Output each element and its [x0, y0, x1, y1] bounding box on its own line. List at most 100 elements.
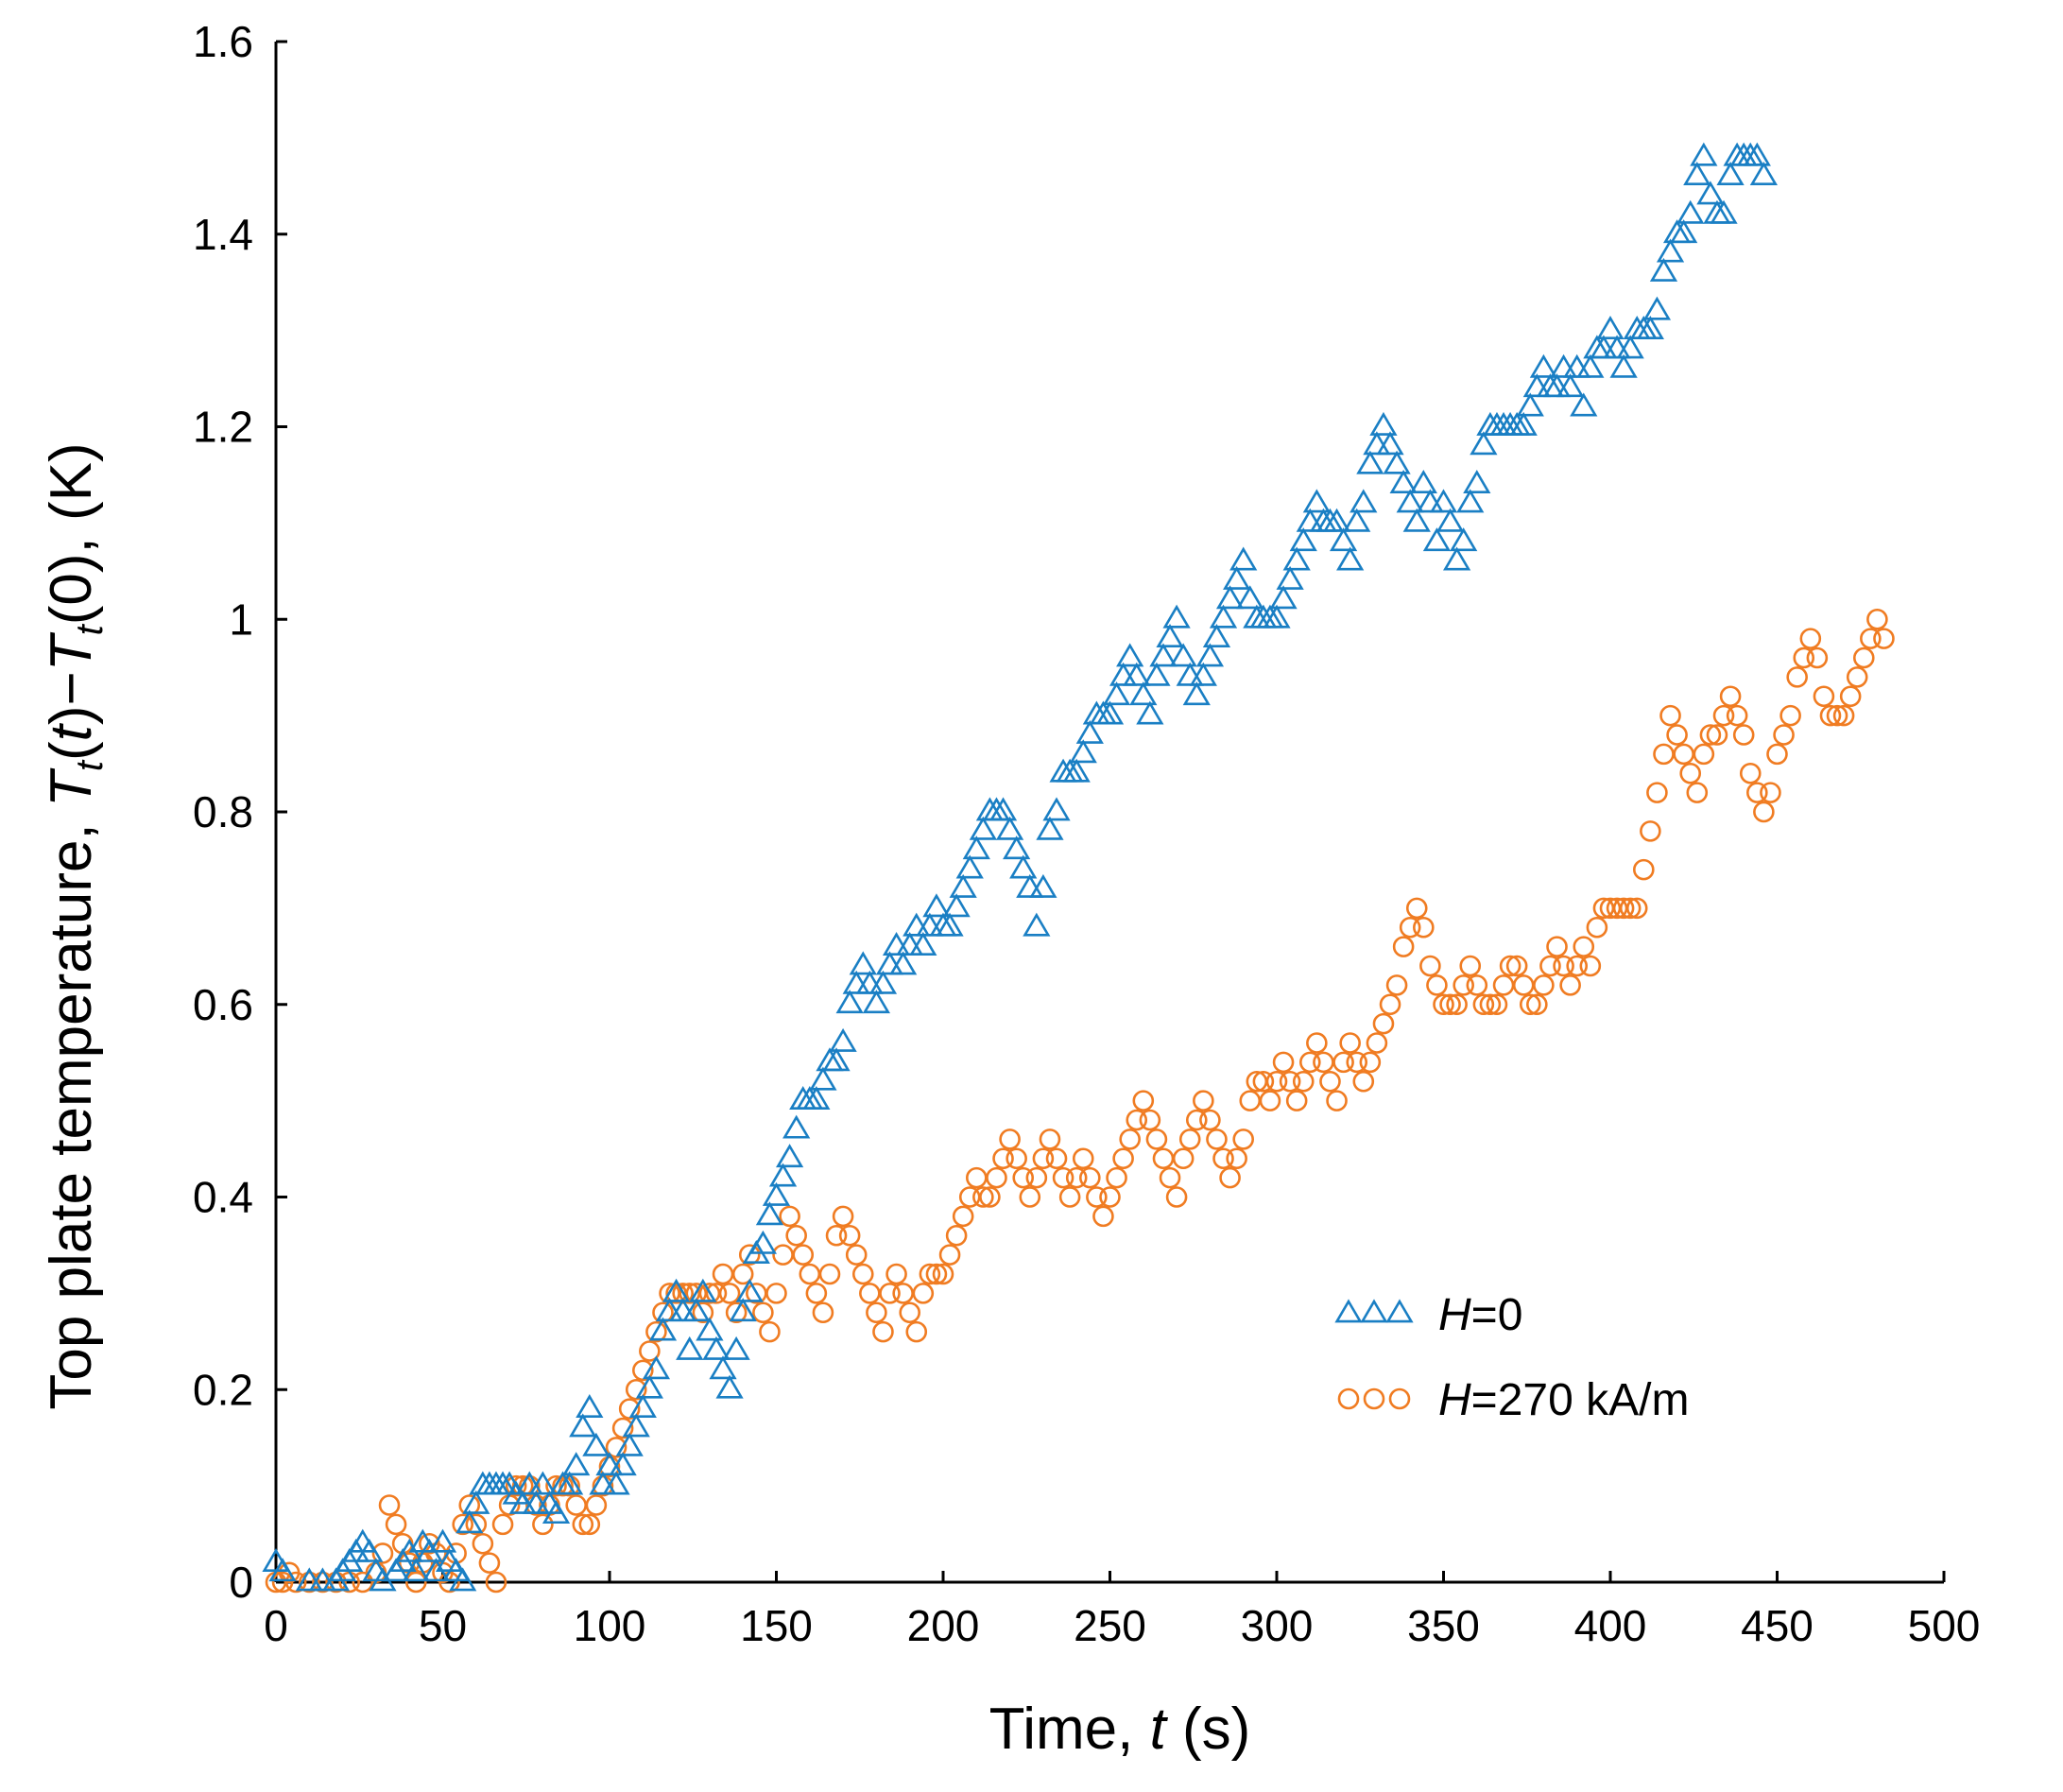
h0-point	[696, 1317, 724, 1341]
h270-point	[1732, 724, 1755, 746]
y-tick-label: 1	[229, 594, 253, 644]
legend-marker	[1334, 1299, 1363, 1323]
h0-point	[1282, 546, 1311, 571]
h270-point	[1726, 704, 1748, 727]
h0-point	[1229, 546, 1258, 571]
h0-point	[1676, 199, 1705, 224]
h270-point	[1619, 897, 1642, 920]
h270-point	[578, 1513, 601, 1536]
h0-point	[355, 1538, 384, 1562]
h0-point	[949, 873, 977, 898]
h0-point	[1336, 546, 1365, 571]
h0-point	[809, 1066, 837, 1091]
h0-point	[268, 1558, 297, 1582]
h0-point	[955, 854, 984, 879]
h270-point	[986, 1166, 1007, 1189]
h270-point	[1686, 782, 1709, 803]
h0-point	[889, 951, 918, 975]
h270-point	[1045, 1147, 1068, 1170]
y-tick-label: 0.6	[193, 980, 253, 1029]
h270-point	[1032, 1147, 1055, 1170]
h270-point	[705, 1283, 728, 1304]
h0-point	[1603, 335, 1631, 359]
h0-point	[689, 1278, 717, 1302]
h270-point	[792, 1244, 815, 1266]
h0-point	[1209, 604, 1238, 629]
legend-label: H=270 kA/m	[1438, 1375, 1689, 1425]
h0-point	[936, 912, 964, 937]
h270-point	[1486, 993, 1508, 1016]
h270-point	[672, 1283, 694, 1304]
legend-marker	[1385, 1299, 1414, 1323]
h0-point	[709, 1355, 737, 1380]
h0-point	[628, 1394, 657, 1418]
h0-point	[1162, 604, 1191, 629]
h270-point	[645, 1320, 667, 1343]
h0-point	[969, 816, 997, 840]
h270-point	[298, 1571, 320, 1594]
h0-point	[1102, 681, 1131, 706]
h270-point	[1058, 1186, 1081, 1208]
h270-point	[1339, 1032, 1361, 1054]
h270-point	[892, 1283, 914, 1304]
h270-point	[1813, 685, 1835, 708]
h270-point	[378, 1494, 401, 1516]
x-tick-label: 500	[1908, 1601, 1981, 1650]
h270-point	[1786, 666, 1808, 688]
h270-point	[1586, 916, 1608, 939]
h0-point	[922, 893, 951, 918]
h0-point	[682, 1298, 711, 1322]
axes: 0 50 100 150 200 250 300 350 400 450 500 0 0.2 0.4 0.6…	[193, 17, 1980, 1650]
h270-point	[919, 1263, 941, 1285]
h0-point	[1529, 353, 1558, 378]
h0-point	[909, 932, 937, 956]
h270-point	[1092, 1205, 1114, 1228]
h0-point	[1109, 662, 1138, 686]
h270-point	[785, 1224, 807, 1247]
h270-point	[592, 1474, 614, 1497]
y-tick-label: 1.6	[193, 17, 253, 66]
h0-point	[1143, 662, 1171, 686]
h270-point	[1152, 1147, 1175, 1170]
h270-point	[772, 1244, 794, 1266]
h270-point	[1159, 1166, 1181, 1189]
h270-point	[1413, 916, 1435, 939]
x-tick-label: 350	[1407, 1601, 1480, 1650]
h0-point	[1042, 797, 1071, 821]
h0-point	[1016, 873, 1044, 898]
h0-point	[1389, 470, 1418, 493]
h270-point	[518, 1474, 541, 1497]
h0-point	[755, 1201, 784, 1226]
h270-point	[825, 1224, 848, 1247]
h270-point	[1579, 955, 1602, 977]
h0-point	[875, 951, 904, 975]
h270-point	[952, 1205, 974, 1228]
h0-point	[715, 1374, 744, 1399]
h0-point	[1269, 585, 1298, 610]
h0-point	[829, 1027, 857, 1052]
h270-point	[972, 1186, 994, 1208]
h0-point	[916, 912, 944, 937]
h0-point	[1003, 836, 1031, 860]
h270-point	[912, 1283, 935, 1304]
h0-point	[428, 1528, 457, 1553]
h270-point	[1866, 608, 1888, 630]
h0-point	[595, 1452, 624, 1476]
h0-point	[1236, 585, 1264, 610]
h0-point	[1276, 565, 1304, 590]
h270-point	[1466, 974, 1488, 996]
h0-point	[835, 990, 864, 1014]
h0-point	[662, 1278, 691, 1302]
legend-marker	[1388, 1387, 1411, 1410]
h0-point	[842, 970, 870, 994]
h0-point	[1302, 489, 1331, 513]
legend-entry-h270: H=270 kA/m	[1337, 1375, 1689, 1425]
h270-point	[1292, 1070, 1315, 1093]
h0-point	[1422, 527, 1452, 552]
h270-point	[1285, 1090, 1308, 1111]
h270-point	[1025, 1166, 1048, 1189]
h0-point	[962, 836, 990, 860]
h0-point	[1690, 142, 1718, 166]
h0-point	[1075, 719, 1104, 744]
